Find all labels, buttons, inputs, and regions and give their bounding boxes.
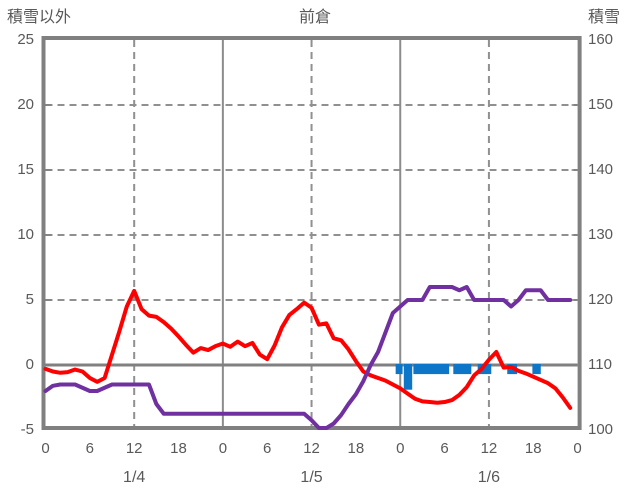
- right-axis-tick-label: 160: [588, 31, 614, 48]
- precipitation-bar: [413, 364, 450, 375]
- left-axis-tick-label: 10: [17, 226, 34, 243]
- right-axis-tick-label: 130: [588, 226, 614, 243]
- hour-tick-label: 6: [85, 440, 94, 457]
- hour-tick-label: 12: [303, 440, 320, 457]
- left-axis-tick-label: 15: [17, 161, 34, 178]
- day-label: 1/4: [123, 469, 146, 486]
- precipitation-bar: [403, 364, 413, 390]
- right-axis-tick-label: 100: [588, 421, 614, 438]
- hour-tick-label: 0: [396, 440, 405, 457]
- day-label: 1/6: [477, 469, 501, 486]
- right-axis-tick-label: 120: [588, 291, 614, 308]
- hour-tick-label: 12: [125, 440, 143, 457]
- precipitation-bar: [532, 364, 541, 375]
- plot-border: [41, 36, 582, 430]
- left-axis-tick-label: 5: [25, 291, 34, 308]
- day-label: 1/5: [300, 469, 323, 486]
- hour-tick-label: 0: [218, 440, 228, 457]
- right-axis-tick-label: 140: [588, 161, 614, 178]
- hour-tick-label: 0: [573, 440, 582, 457]
- hour-tick-label: 18: [524, 440, 542, 457]
- hour-tick-label: 6: [263, 440, 272, 457]
- left-axis-title: 積雪以外: [7, 9, 72, 26]
- hour-tick-label: 18: [170, 440, 187, 457]
- snow-depth-line: [43, 285, 573, 431]
- right-axis-title: 積雪: [588, 9, 621, 26]
- hour-tick-label: 6: [440, 440, 449, 457]
- left-axis-tick-label: 0: [25, 356, 34, 373]
- left-axis-tick-label: 25: [17, 31, 34, 48]
- precipitation-bar: [395, 364, 403, 375]
- left-axis-tick-label: 20: [17, 96, 34, 113]
- chart-title: 前倉: [298, 9, 331, 26]
- right-axis-tick-label: 150: [588, 96, 614, 113]
- hour-tick-label: 18: [347, 440, 365, 457]
- precipitation-bar: [477, 364, 492, 375]
- hour-tick-label: 12: [480, 440, 498, 457]
- precipitation-bar: [453, 364, 472, 375]
- left-axis-tick-label: -5: [20, 421, 34, 438]
- temperature-line: [43, 288, 573, 410]
- right-axis-tick-label: 110: [588, 356, 612, 373]
- hour-tick-label: 0: [41, 440, 50, 457]
